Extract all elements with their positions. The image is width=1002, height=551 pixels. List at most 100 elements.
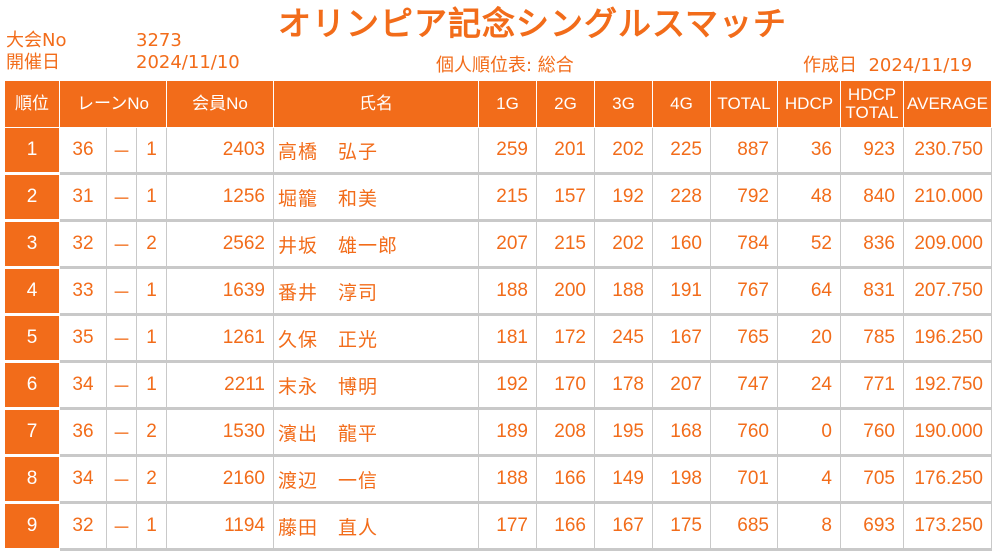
total-cell: 685 — [710, 502, 778, 551]
table-row: 7 36 － 2 1530 濱出 龍平 189 208 195 168 760 0 760 190.000 — [4, 408, 992, 457]
game1-cell: 177 — [478, 502, 537, 551]
average-cell: 196.250 — [903, 314, 992, 363]
lane-cell: 34 — [59, 361, 107, 410]
hdcp-cell: 4 — [777, 455, 841, 504]
hdcp-total-cell: 923 — [840, 127, 904, 175]
hdcp-total-cell: 760 — [840, 408, 904, 457]
game4-cell: 225 — [652, 127, 711, 175]
created-label: 作成日 — [803, 55, 857, 76]
game3-cell: 178 — [594, 361, 653, 410]
name-cell: 久保 正光 — [273, 314, 479, 363]
name-cell: 番井 淳司 — [273, 267, 479, 316]
name-cell: 末永 博明 — [273, 361, 479, 410]
name-cell: 渡辺 一信 — [273, 455, 479, 504]
game4-cell: 160 — [652, 220, 711, 269]
hdcp-total-cell: 693 — [840, 502, 904, 551]
col-name: 氏名 — [273, 80, 479, 128]
game4-cell: 175 — [652, 502, 711, 551]
hdcp-total-cell: 836 — [840, 220, 904, 269]
hdcp-cell: 52 — [777, 220, 841, 269]
hdcp-total-cell: 831 — [840, 267, 904, 316]
game1-cell: 259 — [478, 127, 537, 175]
hdcp-cell: 36 — [777, 127, 841, 175]
lane-separator: － — [106, 173, 137, 222]
hdcp-cell: 64 — [777, 267, 841, 316]
game2-cell: 200 — [536, 267, 595, 316]
game4-cell: 191 — [652, 267, 711, 316]
box-cell: 1 — [136, 314, 167, 363]
game2-cell: 166 — [536, 455, 595, 504]
tournament-no-label: 大会No — [6, 30, 67, 51]
col-average: AVERAGE — [903, 80, 992, 128]
box-cell: 1 — [136, 502, 167, 551]
member-no-cell: 1639 — [166, 267, 274, 316]
table-row: 9 32 － 1 1194 藤田 直人 177 166 167 175 685 8 693 173.250 — [4, 502, 992, 551]
rank-cell: 7 — [4, 408, 60, 457]
total-cell: 760 — [710, 408, 778, 457]
created-value: 2024/11/19 — [868, 55, 973, 76]
game2-cell: 172 — [536, 314, 595, 363]
game2-cell: 215 — [536, 220, 595, 269]
game1-cell: 188 — [478, 267, 537, 316]
box-cell: 1 — [136, 267, 167, 316]
lane-cell: 36 — [59, 408, 107, 457]
lane-cell: 32 — [59, 220, 107, 269]
col-lane: レーンNo — [59, 80, 167, 128]
hdcp-total-cell: 785 — [840, 314, 904, 363]
ranking-table: 順位 レーンNo 会員No 氏名 1G 2G 3G 4G TOTAL HDCP … — [4, 80, 992, 551]
lane-separator: － — [106, 220, 137, 269]
member-no-cell: 1194 — [166, 502, 274, 551]
game4-cell: 167 — [652, 314, 711, 363]
total-cell: 792 — [710, 173, 778, 222]
col-g4: 4G — [652, 80, 711, 128]
col-member: 会員No — [166, 80, 274, 128]
lane-separator: － — [106, 502, 137, 551]
member-no-cell: 2403 — [166, 127, 274, 175]
rank-cell: 2 — [4, 173, 60, 222]
lane-separator: － — [106, 267, 137, 316]
game3-cell: 202 — [594, 220, 653, 269]
table-header-row: 順位 レーンNo 会員No 氏名 1G 2G 3G 4G TOTAL HDCP … — [4, 80, 992, 128]
average-cell: 207.750 — [903, 267, 992, 316]
rank-cell: 6 — [4, 361, 60, 410]
table-row: 3 32 － 2 2562 井坂 雄一郎 207 215 202 160 784 52 836 209.0… — [4, 220, 992, 269]
box-cell: 1 — [136, 173, 167, 222]
lane-separator: － — [106, 408, 137, 457]
game1-cell: 188 — [478, 455, 537, 504]
member-no-cell: 2562 — [166, 220, 274, 269]
total-cell: 765 — [710, 314, 778, 363]
table-row: 6 34 － 1 2211 末永 博明 192 170 178 207 747 24 771 192.75… — [4, 361, 992, 410]
game2-cell: 208 — [536, 408, 595, 457]
game1-cell: 189 — [478, 408, 537, 457]
average-cell: 176.250 — [903, 455, 992, 504]
page-title: オリンピア記念シングルスマッチ — [278, 4, 788, 43]
average-cell: 210.000 — [903, 173, 992, 222]
rank-cell: 3 — [4, 220, 60, 269]
tournament-info: 大会No 3273 開催日 2024/11/10 — [6, 30, 240, 74]
box-cell: 1 — [136, 361, 167, 410]
tournament-no: 3273 — [136, 30, 182, 51]
table-row: 1 36 － 1 2403 高橋 弘子 259 201 202 225 887 36 923 230.75… — [4, 127, 992, 175]
lane-separator: － — [106, 127, 137, 175]
name-cell: 藤田 直人 — [273, 502, 479, 551]
rank-cell: 5 — [4, 314, 60, 363]
lane-separator: － — [106, 361, 137, 410]
hdcp-total-cell: 705 — [840, 455, 904, 504]
lane-cell: 34 — [59, 455, 107, 504]
rank-cell: 8 — [4, 455, 60, 504]
lane-cell: 32 — [59, 502, 107, 551]
member-no-cell: 1261 — [166, 314, 274, 363]
hdcp-cell: 8 — [777, 502, 841, 551]
col-g3: 3G — [594, 80, 653, 128]
game3-cell: 202 — [594, 127, 653, 175]
box-cell: 1 — [136, 127, 167, 175]
table-row: 2 31 － 1 1256 堀籠 和美 215 157 192 228 792 48 840 210.00… — [4, 173, 992, 222]
lane-cell: 35 — [59, 314, 107, 363]
rank-cell: 4 — [4, 267, 60, 316]
game2-cell: 201 — [536, 127, 595, 175]
hdcp-cell: 20 — [777, 314, 841, 363]
game3-cell: 245 — [594, 314, 653, 363]
game2-cell: 157 — [536, 173, 595, 222]
game3-cell: 195 — [594, 408, 653, 457]
table-row: 4 33 － 1 1639 番井 淳司 188 200 188 191 767 64 831 207.75… — [4, 267, 992, 316]
